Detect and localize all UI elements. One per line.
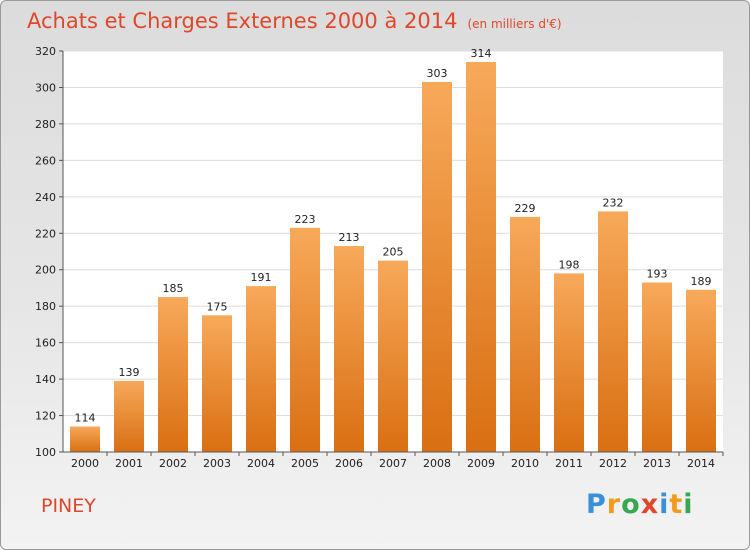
x-tick-label: 2012 xyxy=(599,457,627,470)
data-label: 191 xyxy=(251,271,272,284)
data-labels: 114 139 185 175 191 223 213 205 303 314 229 198 232 1… xyxy=(75,47,712,425)
y-tick-label: 240 xyxy=(35,191,56,204)
logo-letter: r xyxy=(606,489,622,520)
chart-subtitle: (en milliers d'€) xyxy=(467,17,562,31)
x-tick-label: 2002 xyxy=(159,457,187,470)
data-label: 213 xyxy=(339,231,360,244)
bar xyxy=(70,426,100,452)
x-tick-label: 2011 xyxy=(555,457,583,470)
y-tick-label: 140 xyxy=(35,373,56,386)
x-tick-label: 2005 xyxy=(291,457,319,470)
x-tick-label: 2007 xyxy=(379,457,407,470)
data-label: 314 xyxy=(471,47,492,60)
bar xyxy=(158,297,188,452)
data-label: 139 xyxy=(119,366,140,379)
y-tick-label: 100 xyxy=(35,446,56,459)
bar xyxy=(422,81,452,453)
data-label: 303 xyxy=(427,67,448,80)
data-label: 198 xyxy=(559,258,580,271)
logo-letter: t xyxy=(669,489,684,520)
logo-letter: o xyxy=(621,489,641,520)
x-tick-labels: 2000 2001 2002 2003 2004 2005 2006 2007 2008 2009… xyxy=(71,457,715,470)
bar xyxy=(202,315,232,452)
x-tick-label: 2006 xyxy=(335,457,363,470)
bar xyxy=(642,282,672,452)
bar xyxy=(246,286,276,452)
x-tick-label: 2003 xyxy=(203,457,231,470)
bar xyxy=(686,289,716,452)
data-label: 189 xyxy=(691,275,712,288)
logo-letter: P xyxy=(586,489,607,520)
logo-letter: i xyxy=(683,489,694,520)
bar xyxy=(554,273,584,452)
y-tick-label: 220 xyxy=(35,227,56,240)
x-tick-label: 2001 xyxy=(115,457,143,470)
chart-title-text: Achats et Charges Externes 2000 à 2014 xyxy=(27,9,458,33)
data-label: 193 xyxy=(647,267,668,280)
data-label: 185 xyxy=(163,282,184,295)
y-tick-label: 160 xyxy=(35,337,56,350)
y-tick-label: 300 xyxy=(35,81,56,94)
x-tick-label: 2008 xyxy=(423,457,451,470)
data-label: 114 xyxy=(75,411,96,424)
x-tick-label: 2004 xyxy=(247,457,275,470)
data-label: 229 xyxy=(515,202,536,215)
y-tick-label: 120 xyxy=(35,410,56,423)
x-tick-label: 2010 xyxy=(511,457,539,470)
logo-letter: i xyxy=(659,489,670,520)
x-tick-label: 2000 xyxy=(71,457,99,470)
y-tick-label: 180 xyxy=(35,300,56,313)
x-tick-label: 2009 xyxy=(467,457,495,470)
axes xyxy=(62,51,723,453)
bar xyxy=(290,227,320,452)
bar xyxy=(598,211,628,452)
y-tick-label: 260 xyxy=(35,154,56,167)
logo-letter: x xyxy=(640,489,660,520)
bar xyxy=(378,260,408,452)
bars xyxy=(70,61,716,453)
y-tick-label: 320 xyxy=(35,45,56,58)
data-label: 232 xyxy=(603,196,624,209)
y-tick-label: 280 xyxy=(35,118,56,131)
chart-title: Achats et Charges Externes 2000 à 2014 (e… xyxy=(27,9,562,33)
bar xyxy=(466,61,496,452)
data-label: 175 xyxy=(207,300,228,313)
y-tick-label: 200 xyxy=(35,264,56,277)
x-tick-label: 2013 xyxy=(643,457,671,470)
bar xyxy=(510,216,540,452)
data-label: 223 xyxy=(295,213,316,226)
data-label: 205 xyxy=(383,246,404,259)
bar xyxy=(334,246,364,452)
proxiti-logo[interactable]: Proxiti xyxy=(586,489,694,520)
town-name: PINEY xyxy=(41,495,96,517)
x-tick-label: 2014 xyxy=(687,457,715,470)
bar xyxy=(114,380,144,452)
y-tick-labels: 100 120 140 160 180 200 220 240 260 280 300 320 xyxy=(35,45,56,459)
